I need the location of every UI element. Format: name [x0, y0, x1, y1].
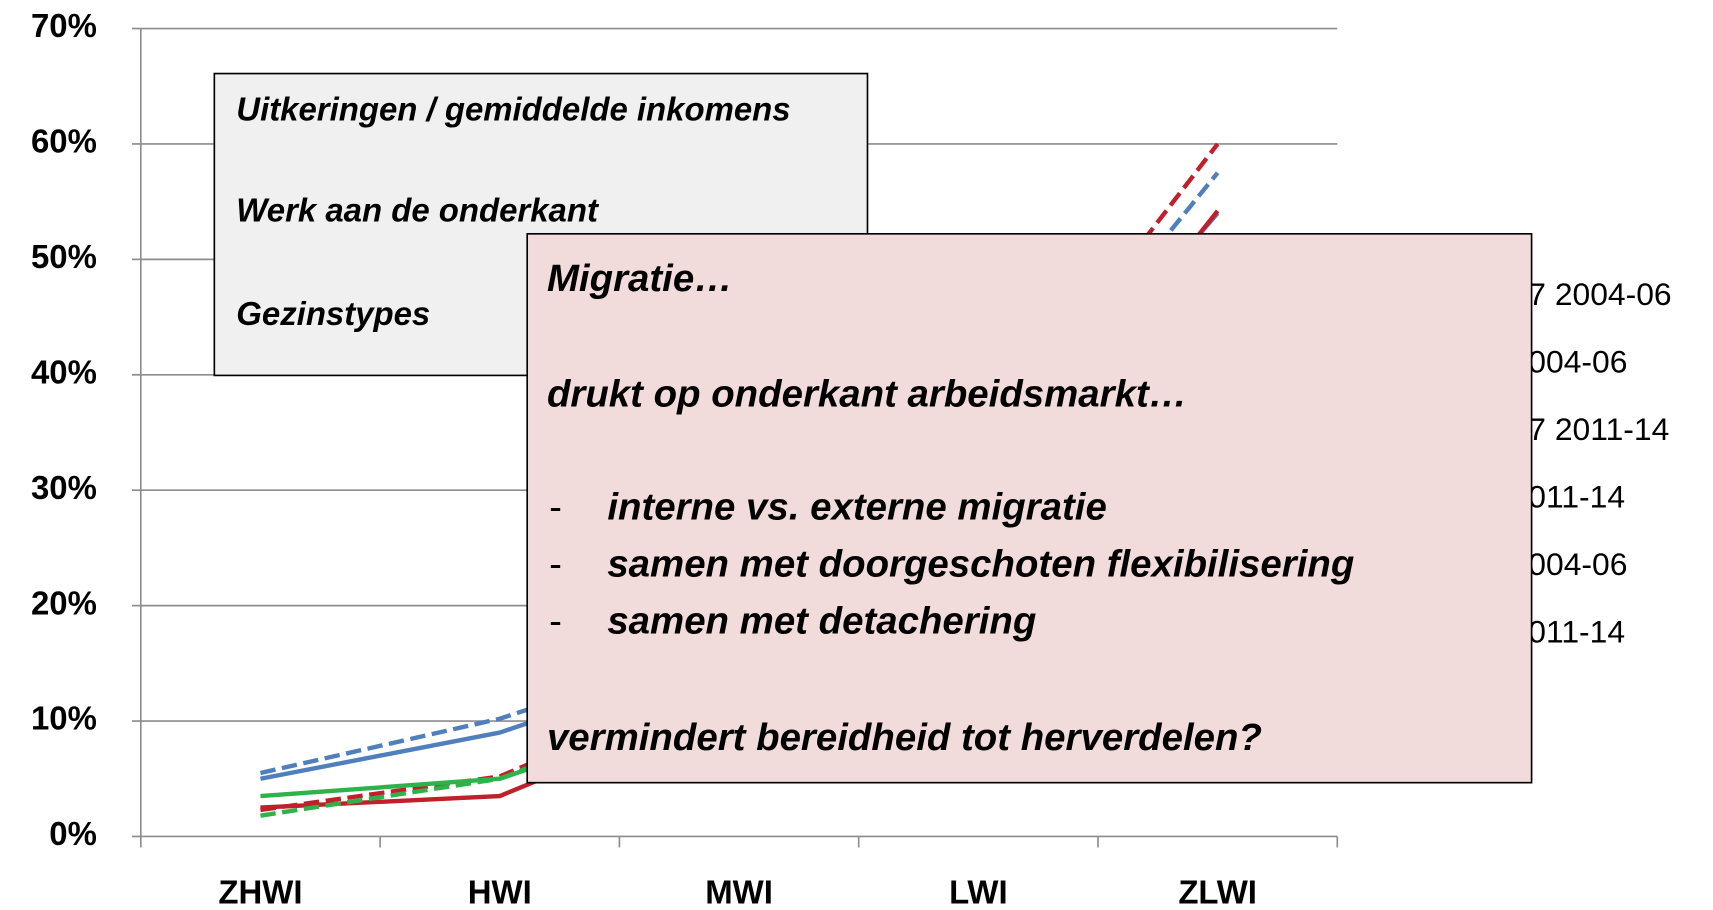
legend-label: 011-14 — [1528, 478, 1625, 514]
box-subtitle: drukt op onderkant arbeidsmarkt… — [547, 372, 1187, 415]
y-tick-label: 50% — [31, 238, 97, 275]
bullet-marker: - — [549, 485, 562, 528]
box-conclusion: vermindert bereidheid tot herverdelen? — [547, 716, 1262, 759]
box-line: Gezinstypes — [236, 295, 430, 332]
legend-label: 011-14 — [1528, 613, 1625, 649]
x-tick-label: ZHWI — [218, 873, 302, 910]
x-tick-label: ZLWI — [1178, 873, 1257, 910]
y-tick-label: 10% — [31, 700, 97, 737]
x-tick-label: MWI — [705, 873, 773, 910]
legend-label: 7 2011-14 — [1528, 411, 1669, 447]
legend-label: 004-06 — [1528, 343, 1627, 379]
y-tick-label: 30% — [31, 469, 97, 506]
bullet-text: interne vs. externe migratie — [607, 485, 1107, 528]
x-tick-label: LWI — [949, 873, 1008, 910]
y-tick-label: 0% — [49, 815, 97, 852]
box-line: Werk aan de onderkant — [236, 192, 600, 229]
y-tick-label: 60% — [31, 123, 97, 160]
bullet-text: samen met doorgeschoten flexibilisering — [607, 543, 1354, 586]
box-frame — [526, 232, 1533, 784]
y-tick-label: 40% — [31, 353, 97, 390]
bullet-marker: - — [549, 543, 562, 586]
bullet-text: samen met detachering — [607, 600, 1036, 643]
migration-box: Migratie… drukt op onderkant arbeidsmark… — [526, 232, 1533, 784]
y-tick-label: 20% — [31, 584, 97, 621]
y-tick-label: 70% — [31, 7, 97, 44]
box-line: Uitkeringen / gemiddelde inkomens — [236, 91, 790, 128]
bullet-marker: - — [549, 600, 562, 643]
legend-label: 7 2004-06 — [1528, 276, 1671, 312]
x-tick-label: HWI — [468, 873, 532, 910]
box-title: Migratie… — [547, 257, 733, 300]
legend-label: 004-06 — [1528, 546, 1627, 582]
